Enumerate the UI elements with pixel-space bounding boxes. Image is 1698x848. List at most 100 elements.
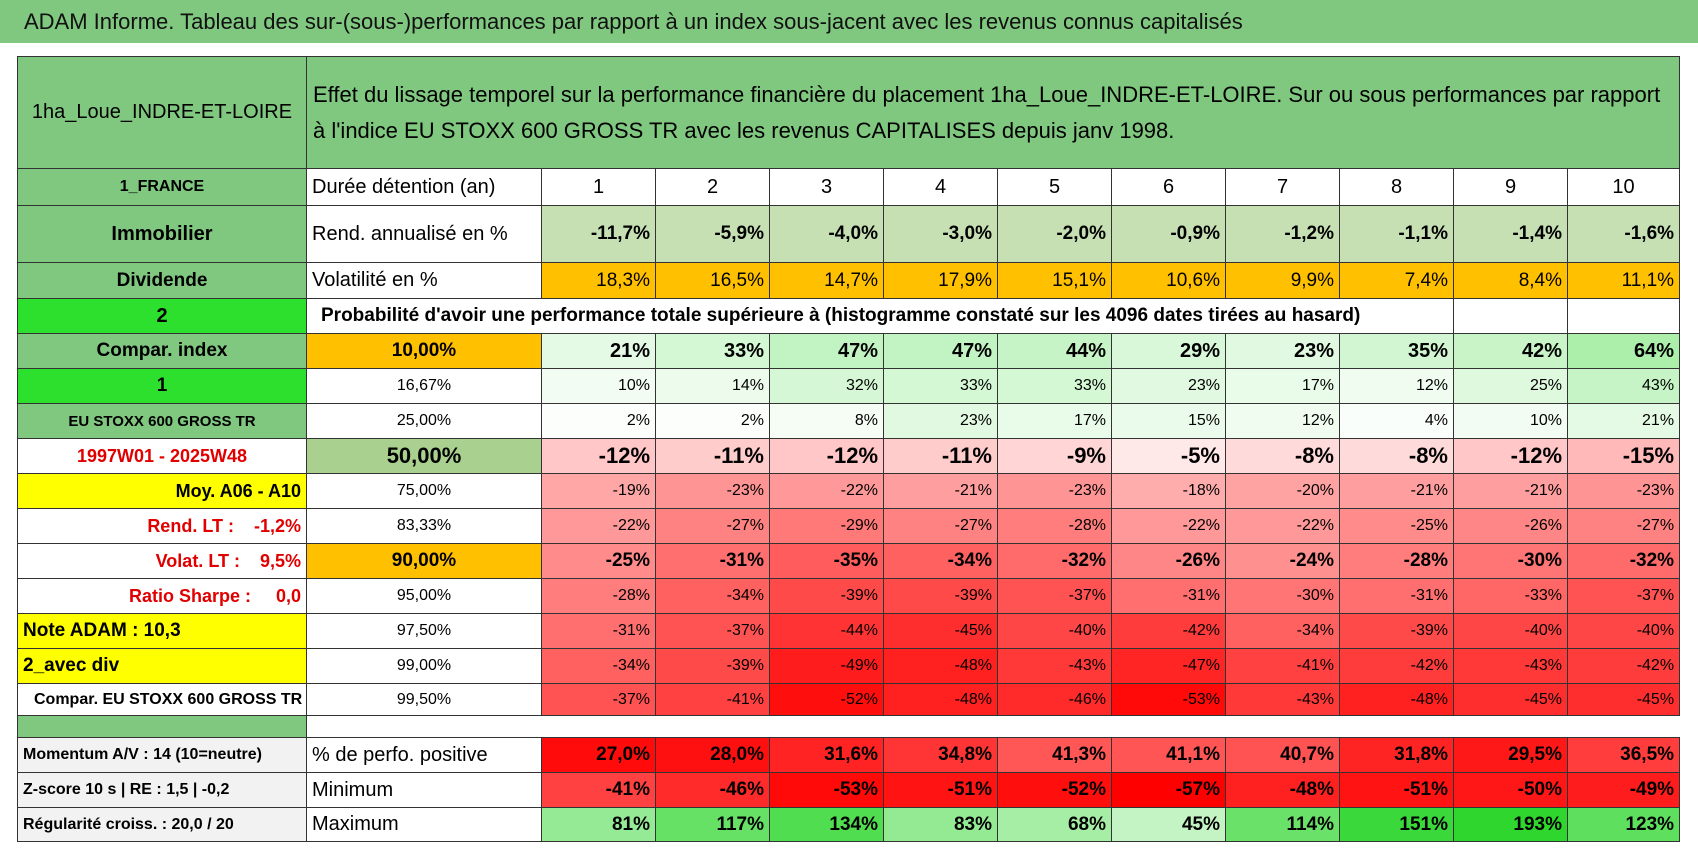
value-cell: 8 <box>1339 168 1454 206</box>
row-metric: % de perfo. positive <box>306 737 542 773</box>
value-cell: 151% <box>1339 807 1454 842</box>
value-cell: -50% <box>1453 772 1568 808</box>
value-cell: -22% <box>769 473 884 509</box>
row-metric: Volatilité en % <box>306 262 542 299</box>
row-label: Compar. EU STOXX 600 GROSS TR <box>17 683 307 716</box>
value-cell: -11% <box>883 438 998 474</box>
value-cell: -9% <box>997 438 1112 474</box>
value-cell: -12% <box>541 438 656 474</box>
value-cell: 23% <box>883 403 998 439</box>
value-cell: -49% <box>769 648 884 684</box>
value-cell: 23% <box>1225 333 1340 369</box>
row-metric: 97,50% <box>306 613 542 649</box>
grid-row: Compar. index 10,00% 21% 33% 47% 47% 44% 29% 23%… <box>17 333 1681 369</box>
value-cell: -45% <box>883 613 998 649</box>
value-cell: 5 <box>997 168 1112 206</box>
grid-row: Rend. LT : -1,2% 83,33% -22% -27% -29% -27% -2… <box>17 508 1681 544</box>
value-cell: 33% <box>883 368 998 404</box>
value-cell: -48% <box>1225 772 1340 808</box>
row-label: Compar. index <box>17 333 307 369</box>
value-cell: -12% <box>769 438 884 474</box>
value-cell: 43% <box>1566 368 1681 404</box>
row-label: Note ADAM : 10,3 <box>17 613 307 649</box>
value-cell: -39% <box>883 578 998 614</box>
value-cell: -22% <box>1225 508 1340 544</box>
value-cell: -24% <box>1225 543 1340 579</box>
value-cell: 8,4% <box>1453 262 1568 299</box>
value-cell: 18,3% <box>541 262 656 299</box>
value-cell: 7,4% <box>1339 262 1454 299</box>
value-cell: 2 <box>655 168 770 206</box>
value-cell: 16,5% <box>655 262 770 299</box>
value-cell: -32% <box>997 543 1112 579</box>
value-cell: 25% <box>1453 368 1568 404</box>
value-cell: -37% <box>997 578 1112 614</box>
value-cell: -41% <box>541 772 656 808</box>
value-cell: -30% <box>1225 578 1340 614</box>
row-label: Z-score 10 s | RE : 1,5 | -0,2 <box>17 772 307 808</box>
value-cell: 44% <box>997 333 1112 369</box>
value-cell: 42% <box>1453 333 1568 369</box>
value-cell: 33% <box>655 333 770 369</box>
grid-row: Compar. EU STOXX 600 GROSS TR 99,50% -37% -… <box>17 683 1681 716</box>
value-cell: -43% <box>997 648 1112 684</box>
value-cell: 17% <box>1225 368 1340 404</box>
value-cell: -28% <box>1339 543 1454 579</box>
value-cell: -20% <box>1225 473 1340 509</box>
row-metric: 83,33% <box>306 508 542 544</box>
grid-row: Ratio Sharpe : 0,0 95,00% -28% -34% -39% -39%… <box>17 578 1681 614</box>
value-cell: 28,0% <box>655 737 770 773</box>
value-cell: -1,2% <box>1225 205 1340 263</box>
value-cell: -33% <box>1453 578 1568 614</box>
value-cell: -46% <box>655 772 770 808</box>
value-cell: -48% <box>883 648 998 684</box>
value-cell: -41% <box>655 683 770 716</box>
report-title: ADAM Informe. Tableau des sur-(sous-)per… <box>0 0 1698 43</box>
value-cell: 10% <box>1453 403 1568 439</box>
spacer-cell <box>307 716 1680 738</box>
value-cell: 4 <box>883 168 998 206</box>
grid-row: Immobilier Rend. annualisé en % -11,7% -5,9… <box>17 205 1681 263</box>
row-label: Régularité croiss. : 20,0 / 20 <box>17 807 307 842</box>
value-cell: 40,7% <box>1225 737 1340 773</box>
value-cell: -25% <box>541 543 656 579</box>
row-metric: Maximum <box>306 807 542 842</box>
asset-name: 1ha_Loue_INDRE-ET-LOIRE <box>17 56 307 169</box>
value-cell: -52% <box>997 772 1112 808</box>
spacer-cell <box>17 715 307 738</box>
value-cell: 2% <box>541 403 656 439</box>
row-label: Moy. A06 - A10 <box>17 473 307 509</box>
value-cell: 15% <box>1111 403 1226 439</box>
value-cell: 21% <box>541 333 656 369</box>
value-cell: 23% <box>1111 368 1226 404</box>
value-cell: -27% <box>655 508 770 544</box>
value-cell: 2% <box>655 403 770 439</box>
value-cell: -27% <box>1566 508 1681 544</box>
value-cell: -18% <box>1111 473 1226 509</box>
value-cell: 6 <box>1111 168 1226 206</box>
value-cell: 64% <box>1566 333 1681 369</box>
value-cell: 123% <box>1566 807 1681 842</box>
value-cell: -15% <box>1566 438 1681 474</box>
value-cell: -42% <box>1111 613 1226 649</box>
row-label: Rend. LT : -1,2% <box>17 508 307 544</box>
value-cell: 45% <box>1111 807 1226 842</box>
value-cell: -12% <box>1453 438 1568 474</box>
value-cell: -44% <box>769 613 884 649</box>
value-cell: 9 <box>1453 168 1568 206</box>
value-cell: 29% <box>1111 333 1226 369</box>
grid-row: Dividende Volatilité en % 18,3% 16,5% 14,7% 1… <box>17 262 1681 299</box>
value-cell: -30% <box>1453 543 1568 579</box>
value-cell: -23% <box>1566 473 1681 509</box>
value-cell: 33% <box>997 368 1112 404</box>
grid-row: 2_avec div 99,00% -34% -39% -49% -48% -43% -47%… <box>17 648 1681 684</box>
value-cell: -34% <box>883 543 998 579</box>
value-cell: -8% <box>1225 438 1340 474</box>
grid-row: EU STOXX 600 GROSS TR 25,00% 2% 2% 8% 23% 17% 1… <box>17 403 1681 439</box>
value-cell: -48% <box>1339 683 1454 716</box>
value-cell: 41,1% <box>1111 737 1226 773</box>
value-cell: -5% <box>1111 438 1226 474</box>
value-cell: 10 <box>1566 168 1681 206</box>
empty-cell <box>1453 298 1568 334</box>
value-cell: 193% <box>1453 807 1568 842</box>
